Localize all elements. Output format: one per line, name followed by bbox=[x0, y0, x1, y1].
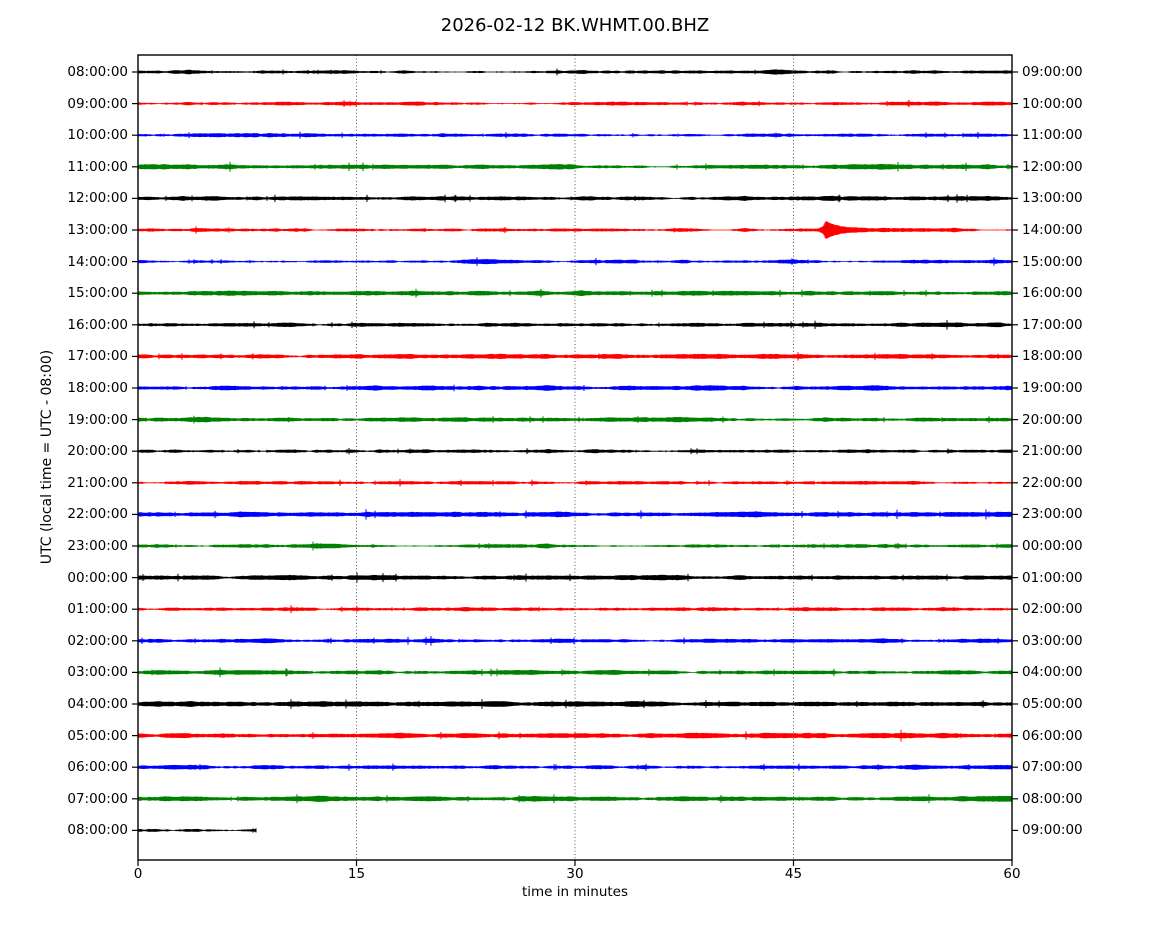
y-tick-label-end-24: 09:00:00 bbox=[1022, 822, 1083, 839]
y-tick-label-end-21: 06:00:00 bbox=[1022, 727, 1083, 744]
trace-row-050000 bbox=[137, 729, 1013, 742]
trace-row-110000 bbox=[137, 161, 1013, 172]
y-tick-label-utc-18: 02:00:00 bbox=[67, 632, 128, 649]
y-tick-label-utc-2: 10:00:00 bbox=[67, 127, 128, 144]
y-tick-label-end-2: 11:00:00 bbox=[1022, 127, 1083, 144]
trace-row-080000 bbox=[137, 68, 1013, 76]
y-tick-label-utc-16: 00:00:00 bbox=[67, 569, 128, 586]
y-tick-label-end-6: 15:00:00 bbox=[1022, 253, 1083, 270]
y-tick-label-utc-21: 05:00:00 bbox=[67, 727, 128, 744]
trace-row-070000 bbox=[137, 794, 1013, 804]
y-tick-label-utc-3: 11:00:00 bbox=[67, 158, 128, 175]
seismogram-plot-area bbox=[132, 54, 1018, 866]
y-tick-label-utc-12: 20:00:00 bbox=[67, 443, 128, 460]
y-tick-label-utc-11: 19:00:00 bbox=[67, 411, 128, 428]
y-tick-label-end-4: 13:00:00 bbox=[1022, 190, 1083, 207]
y-tick-label-utc-23: 07:00:00 bbox=[67, 790, 128, 807]
y-tick-label-end-19: 04:00:00 bbox=[1022, 664, 1083, 681]
chart-title: 2026-02-12 BK.WHMT.00.BHZ bbox=[440, 15, 710, 36]
y-tick-label-end-7: 16:00:00 bbox=[1022, 285, 1083, 302]
trace-row-040000 bbox=[137, 699, 1013, 709]
y-tick-label-end-16: 01:00:00 bbox=[1022, 569, 1083, 586]
y-tick-label-end-12: 21:00:00 bbox=[1022, 443, 1083, 460]
y-tick-label-end-13: 22:00:00 bbox=[1022, 474, 1083, 491]
y-tick-label-end-8: 17:00:00 bbox=[1022, 316, 1083, 333]
x-tick-label-30: 30 bbox=[566, 866, 584, 882]
y-tick-label-utc-4: 12:00:00 bbox=[67, 190, 128, 207]
y-tick-label-end-23: 08:00:00 bbox=[1022, 790, 1083, 807]
y-tick-label-end-0: 09:00:00 bbox=[1022, 64, 1083, 80]
y-tick-label-utc-24: 08:00:00 bbox=[67, 822, 128, 839]
y-tick-label-end-14: 23:00:00 bbox=[1022, 506, 1083, 523]
x-tick-label-45: 45 bbox=[784, 866, 803, 882]
trace-row-000000 bbox=[137, 572, 1013, 583]
y-tick-label-utc-10: 18:00:00 bbox=[67, 380, 128, 396]
y-tick-label-end-9: 18:00:00 bbox=[1022, 348, 1083, 365]
trace-row-030000 bbox=[137, 667, 1013, 678]
y-tick-label-utc-9: 17:00:00 bbox=[67, 348, 128, 365]
y-tick-label-utc-22: 06:00:00 bbox=[67, 759, 128, 776]
y-tick-label-utc-15: 23:00:00 bbox=[67, 538, 128, 554]
y-tick-label-end-11: 20:00:00 bbox=[1022, 411, 1083, 428]
trace-row-230000 bbox=[137, 541, 1013, 551]
trace-row-080000 bbox=[137, 828, 257, 833]
y-tick-label-utc-6: 14:00:00 bbox=[67, 253, 128, 270]
y-tick-label-end-18: 03:00:00 bbox=[1022, 632, 1083, 649]
x-axis-label: time in minutes bbox=[521, 884, 629, 900]
y-tick-label-end-1: 10:00:00 bbox=[1022, 95, 1083, 112]
y-tick-label-utc-5: 13:00:00 bbox=[67, 222, 128, 238]
y-tick-label-end-15: 00:00:00 bbox=[1022, 538, 1083, 554]
y-tick-label-utc-1: 09:00:00 bbox=[67, 95, 128, 112]
y-tick-label-end-17: 02:00:00 bbox=[1022, 601, 1083, 618]
y-tick-label-end-10: 19:00:00 bbox=[1022, 380, 1083, 396]
trace-row-160000 bbox=[137, 320, 1013, 330]
y-tick-label-utc-0: 08:00:00 bbox=[67, 64, 128, 80]
y-tick-label-utc-17: 01:00:00 bbox=[67, 601, 128, 618]
y-tick-label-utc-13: 21:00:00 bbox=[67, 474, 128, 491]
y-tick-label-end-20: 05:00:00 bbox=[1022, 696, 1083, 712]
y-tick-label-end-3: 12:00:00 bbox=[1022, 158, 1083, 175]
y-tick-label-end-5: 14:00:00 bbox=[1022, 222, 1083, 238]
trace-row-170000 bbox=[137, 352, 1013, 361]
y-tick-label-utc-19: 03:00:00 bbox=[67, 664, 128, 681]
x-tick-label-15: 15 bbox=[347, 866, 366, 882]
y-tick-label-utc-7: 15:00:00 bbox=[67, 285, 128, 302]
x-tick-label-60: 60 bbox=[1003, 866, 1021, 882]
trace-row-140000 bbox=[137, 257, 1013, 266]
x-tick-label-0: 0 bbox=[133, 866, 143, 882]
y-tick-label-end-22: 07:00:00 bbox=[1022, 759, 1083, 776]
y-tick-label-utc-14: 22:00:00 bbox=[67, 506, 128, 523]
y-tick-label-utc-20: 04:00:00 bbox=[67, 696, 128, 712]
y-tick-label-utc-8: 16:00:00 bbox=[67, 316, 128, 333]
